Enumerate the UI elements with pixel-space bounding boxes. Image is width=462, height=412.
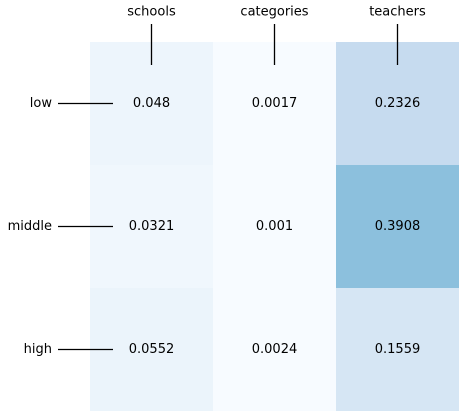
heatmap-cell-middle-teachers [336, 165, 459, 288]
heatmap-cell-middle-categories [213, 165, 336, 288]
cell-value-label: 0.0024 [252, 342, 298, 357]
heatmap-cell-labels: 0.048 0.0017 0.2326 0.0321 0.001 0.3908 0.0552… [129, 96, 421, 357]
y-tick-label: high [24, 342, 52, 357]
y-tick-label: low [30, 96, 53, 111]
y-tick-label: middle [8, 219, 52, 234]
heatmap-cell-high-categories [213, 288, 336, 411]
x-axis: schools categories teachers [127, 5, 426, 65]
y-axis: low middle high [8, 96, 113, 357]
cell-value-label: 0.3908 [375, 219, 421, 234]
cell-value-label: 0.0552 [129, 342, 175, 357]
heatmap-cells [90, 42, 459, 411]
cell-value-label: 0.0017 [252, 96, 298, 111]
x-tick-label: schools [127, 5, 176, 20]
cell-value-label: 0.0321 [129, 219, 175, 234]
cell-value-label: 0.001 [256, 219, 293, 234]
cell-value-label: 0.1559 [375, 342, 421, 357]
x-tick-label: teachers [369, 5, 426, 20]
cell-value-label: 0.2326 [375, 96, 421, 111]
heatmap-cell-high-teachers [336, 288, 459, 411]
cell-value-label: 0.048 [133, 96, 170, 111]
x-tick-label: categories [240, 5, 308, 20]
